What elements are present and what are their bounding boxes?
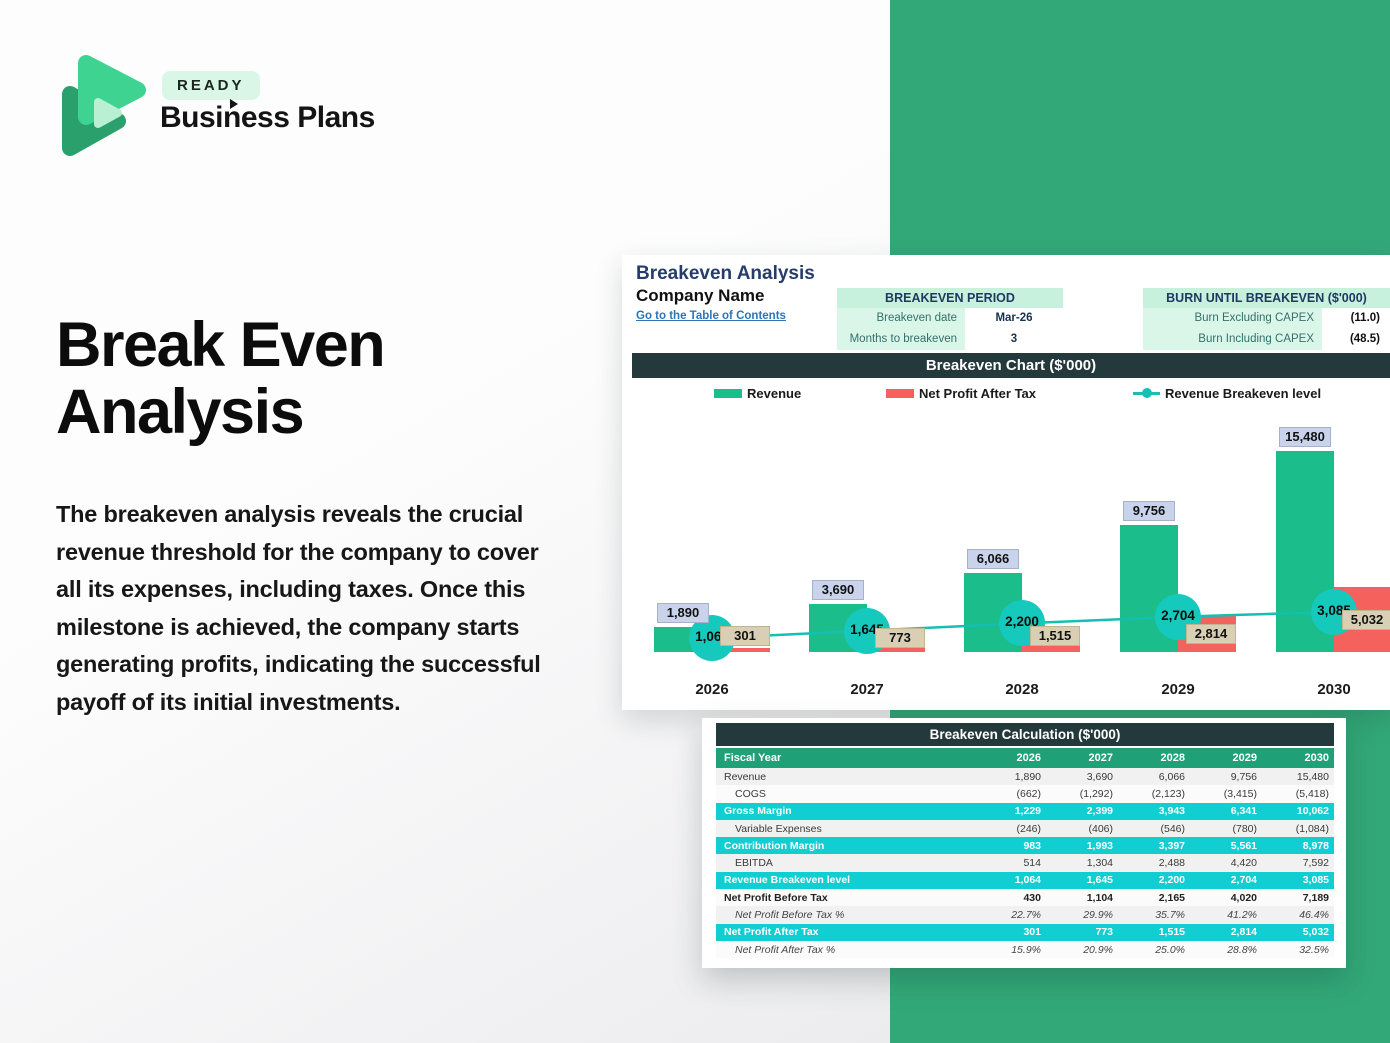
- x-axis-label: 2029: [1161, 681, 1195, 698]
- brand-logo: [56, 50, 171, 162]
- breakeven-period-header: BREAKEVEN PERIOD: [837, 288, 1063, 308]
- revenue-value-label: 9,756: [1123, 501, 1175, 522]
- table-row: EBITDA 514 1,304 2,488 4,420 7,592: [716, 854, 1334, 872]
- burn-table-header: BURN UNTIL BREAKEVEN ($'000): [1143, 288, 1390, 308]
- table-row: Net Profit Before Tax 430 1,104 2,165 4,020 7…: [716, 889, 1334, 907]
- green-accent-block-top: [890, 0, 1390, 255]
- table-row: Net Profit Before Tax % 22.7% 29.9% 35.7% 41…: [716, 906, 1334, 924]
- breakeven-chart-plot: 1,064 1,890 301 2026 1,645 3,690 773 2027 2,200 6…: [622, 255, 1390, 710]
- net-profit-value-label: 1,515: [1030, 626, 1080, 646]
- revenue-value-label: 6,066: [967, 549, 1019, 570]
- table-row: Net Profit After Tax 301 773 1,515 2,814 5,03…: [716, 923, 1334, 941]
- revenue-value-label: 15,480: [1279, 426, 1331, 447]
- fiscal-year-header-row: Fiscal Year 2026 2027 2028 2029 2030: [716, 748, 1334, 768]
- burn-until-breakeven-table: BURN UNTIL BREAKEVEN ($'000) Burn Exclud…: [1143, 288, 1390, 350]
- table-row: Burn Excluding CAPEX (11.0): [1143, 308, 1390, 329]
- sheet-title: Breakeven Analysis: [636, 263, 815, 284]
- chart-title: Breakeven Chart ($'000): [632, 353, 1390, 378]
- table-row: Revenue 1,890 3,690 6,066 9,756 15,480: [716, 768, 1334, 786]
- net-profit-value-label: 5,032: [1342, 610, 1390, 630]
- breakeven-calculation-card: Breakeven Calculation ($'000) Fiscal Yea…: [702, 718, 1346, 968]
- net-profit-value-label: 301: [720, 626, 770, 646]
- play-triangles-icon: [62, 55, 146, 156]
- ready-badge: READY: [162, 71, 260, 100]
- revenue-swatch-icon: [714, 388, 742, 398]
- breakeven-chart-card: Breakeven Analysis Company Name Go to th…: [622, 255, 1390, 710]
- revenue-value-label: 1,890: [657, 603, 709, 624]
- months-to-breakeven-value: 3: [965, 329, 1063, 350]
- legend-item-revenue: Revenue: [714, 385, 801, 401]
- page-title: Break Even Analysis: [56, 310, 386, 448]
- burn-excluding-capex-value: (11.0): [1322, 308, 1390, 329]
- table-row: Breakeven date Mar-26: [837, 308, 1063, 329]
- breakeven-line-swatch-icon: [1133, 388, 1160, 398]
- bar-net-profit: [712, 648, 770, 652]
- table-row: Variable Expenses (246) (406) (546) (780) (1,…: [716, 819, 1334, 838]
- table-row: Burn Including CAPEX (48.5): [1143, 329, 1390, 350]
- net-profit-swatch-icon: [886, 388, 914, 398]
- table-row: Contribution Margin 983 1,993 3,397 5,561 8,9…: [716, 837, 1334, 855]
- revenue-value-label: 3,690: [812, 580, 864, 600]
- table-of-contents-link[interactable]: Go to the Table of Contents: [636, 310, 786, 322]
- breakeven-period-table: BREAKEVEN PERIOD Breakeven date Mar-26 M…: [837, 288, 1063, 350]
- breakeven-date-value: Mar-26: [965, 308, 1063, 329]
- legend-item-net-profit: Net Profit After Tax: [886, 385, 1036, 401]
- table-row: Gross Margin 1,229 2,399 3,943 6,341 10,062: [716, 802, 1334, 820]
- table-row: Revenue Breakeven level 1,064 1,645 2,200 2,…: [716, 871, 1334, 890]
- calc-table-title: Breakeven Calculation ($'000): [716, 723, 1334, 746]
- legend-item-breakeven: Revenue Breakeven level: [1133, 385, 1321, 401]
- table-row: Months to breakeven 3: [837, 329, 1063, 350]
- calc-table: Fiscal Year 2026 2027 2028 2029 2030 Revenue 1,…: [716, 748, 1334, 959]
- breakeven-value-label: 2,200: [1005, 614, 1039, 630]
- breakeven-value-label: 2,704: [1161, 607, 1195, 623]
- table-row: COGS (662) (1,292) (2,123) (3,415) (5,418): [716, 785, 1334, 803]
- page-description: The breakeven analysis reveals the cruci…: [56, 501, 541, 715]
- net-profit-value-label: 2,814: [1186, 624, 1236, 644]
- table-row: Net Profit After Tax % 15.9% 20.9% 25.0% 28.…: [716, 940, 1334, 959]
- company-name: Company Name: [636, 286, 765, 305]
- x-axis-label: 2027: [850, 681, 884, 698]
- x-axis-label: 2028: [1005, 681, 1039, 698]
- net-profit-value-label: 773: [875, 628, 925, 648]
- x-axis-label: 2026: [695, 681, 729, 698]
- brand-name: Business Plans: [160, 101, 375, 134]
- burn-including-capex-value: (48.5): [1322, 329, 1390, 350]
- x-axis-label: 2030: [1317, 681, 1351, 698]
- brand-accent-triangle-icon: [230, 99, 238, 109]
